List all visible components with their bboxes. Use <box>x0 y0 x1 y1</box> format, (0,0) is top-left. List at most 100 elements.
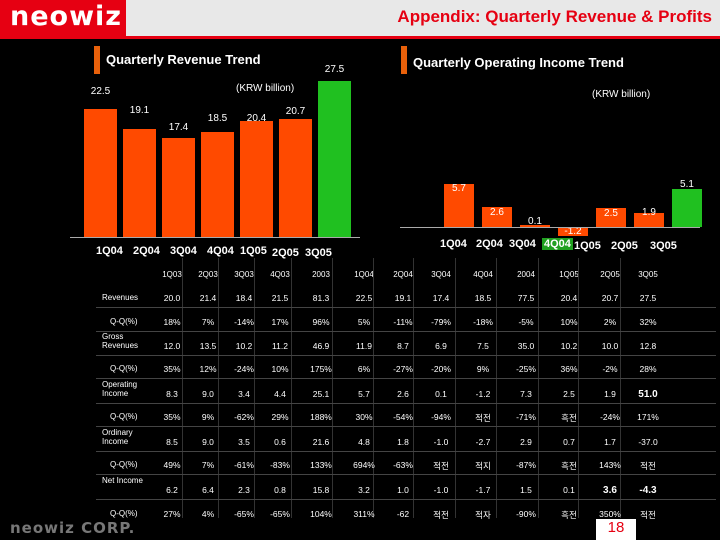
operating-baseline <box>400 227 700 228</box>
table-cell: 6% <box>357 364 371 374</box>
table-row-divider <box>96 331 716 332</box>
table-cell: 10.0 <box>601 341 619 351</box>
table-cell: 5% <box>357 317 371 327</box>
revenue-category-label: 2Q04 <box>133 245 160 257</box>
table-cell: 3.4 <box>238 389 250 399</box>
table-row-label: Q-Q(%) <box>110 317 138 326</box>
table-cell: 25.1 <box>312 389 330 399</box>
revenue-category-label: 3Q05 <box>305 247 332 259</box>
table-column-divider <box>182 258 183 518</box>
table-row-label: Q-Q(%) <box>110 412 138 421</box>
table-cell: 49% <box>163 460 181 470</box>
table-column-header: 1Q04 <box>354 270 374 279</box>
table-cell: 175% <box>310 364 332 374</box>
table-cell: 3.6 <box>603 485 617 496</box>
table-cell: -2.7 <box>475 437 491 447</box>
table-cell: -54% <box>393 412 413 422</box>
table-cell: 46.9 <box>312 341 330 351</box>
table-cell: 5.7 <box>358 389 370 399</box>
table-cell: -24% <box>234 364 254 374</box>
table-cell: 8.3 <box>166 389 178 399</box>
table-cell: 11.2 <box>272 341 288 351</box>
table-cell: -11% <box>393 317 413 327</box>
table-column-header: 2Q04 <box>393 270 413 279</box>
table-cell: 30% <box>355 412 373 422</box>
table-cell: 적전 <box>433 510 449 520</box>
table-cell: -62% <box>234 412 254 422</box>
table-column-header: 4Q03 <box>270 270 290 279</box>
table-row-label: Net Income <box>102 476 143 485</box>
revenue-chart-title: Quarterly Revenue Trend <box>106 52 261 67</box>
operating-category-label: 1Q04 <box>440 238 467 250</box>
table-cell: -61% <box>234 460 254 470</box>
operating-bar <box>634 212 664 227</box>
table-cell: 10% <box>271 364 289 374</box>
operating-bar-label: 5.7 <box>452 183 466 194</box>
table-cell: -83% <box>270 460 290 470</box>
table-cell: 2.9 <box>520 437 532 447</box>
table-column-divider <box>455 258 456 518</box>
operating-bar-label: 0.1 <box>528 216 542 227</box>
table-cell: 4% <box>201 509 215 519</box>
revenue-bar <box>84 109 117 237</box>
table-row-label: Revenues <box>102 293 139 302</box>
table-cell: 10.2 <box>560 341 578 351</box>
operating-category-label: 3Q05 <box>650 240 677 252</box>
table-cell: 2.6 <box>397 389 409 399</box>
table-cell: 적자 <box>475 510 491 520</box>
table-column-header: 2003 <box>312 270 330 279</box>
table-cell: 35% <box>163 364 181 374</box>
table-column-header: 2Q03 <box>198 270 218 279</box>
table-cell: -4.3 <box>639 485 657 496</box>
table-cell: 51.0 <box>638 389 658 400</box>
table-cell: 1.5 <box>520 485 532 495</box>
table-column-divider <box>578 258 579 518</box>
table-cell: 81.3 <box>312 293 330 303</box>
table-column-header: 1Q05 <box>559 270 579 279</box>
revenue-bar-label: 20.7 <box>285 106 306 117</box>
table-row-label: Q-Q(%) <box>110 509 138 518</box>
table-cell: 28% <box>639 364 657 374</box>
table-cell: 0.6 <box>274 437 286 447</box>
revenue-bar <box>279 119 312 237</box>
operating-bar-label: 2.6 <box>490 207 504 218</box>
table-row-label: Gross Revenues <box>102 332 139 350</box>
table-cell: 18.4 <box>235 293 253 303</box>
operating-bar <box>520 225 550 227</box>
table-cell: 적전 <box>640 510 656 520</box>
table-cell: 3.2 <box>358 485 370 495</box>
revenue-bar-label: 27.5 <box>324 64 345 75</box>
page-number: 18 <box>607 519 625 536</box>
table-cell: 0.8 <box>274 485 286 495</box>
revenue-bar <box>123 128 156 237</box>
table-cell: 96% <box>312 317 330 327</box>
table-cell: 4.8 <box>358 437 370 447</box>
table-cell: 6.9 <box>435 341 447 351</box>
revenue-category-label: 4Q04 <box>207 245 234 257</box>
table-cell: -94% <box>431 412 451 422</box>
header-divider <box>0 36 720 39</box>
table-column-header: 1Q03 <box>162 270 182 279</box>
revenue-baseline <box>70 237 360 238</box>
operating-bar-label: 1.9 <box>642 207 656 218</box>
table-cell: 7.5 <box>477 341 489 351</box>
table-cell: 6.4 <box>202 485 214 495</box>
table-column-divider <box>413 258 414 518</box>
table-cell: 311% <box>353 509 375 519</box>
revenue-bar-label: 19.1 <box>129 105 150 116</box>
table-cell: 143% <box>599 460 621 470</box>
revenue-category-label: 2Q05 <box>272 247 299 259</box>
revenue-bar <box>162 138 195 237</box>
table-cell: 흑전 <box>561 413 577 423</box>
table-cell: 9% <box>201 412 215 422</box>
table-cell: 2.3 <box>238 485 250 495</box>
table-cell: 27.5 <box>639 293 657 303</box>
revenue-bar-label: 17.4 <box>168 122 189 133</box>
table-cell: -71% <box>516 412 536 422</box>
operating-bar <box>596 208 626 227</box>
table-cell: -14% <box>234 317 254 327</box>
table-cell: -27% <box>393 364 413 374</box>
operating-unit-label: (KRW billion) <box>592 89 651 100</box>
table-row-divider <box>96 378 716 379</box>
table-column-divider <box>538 258 539 518</box>
